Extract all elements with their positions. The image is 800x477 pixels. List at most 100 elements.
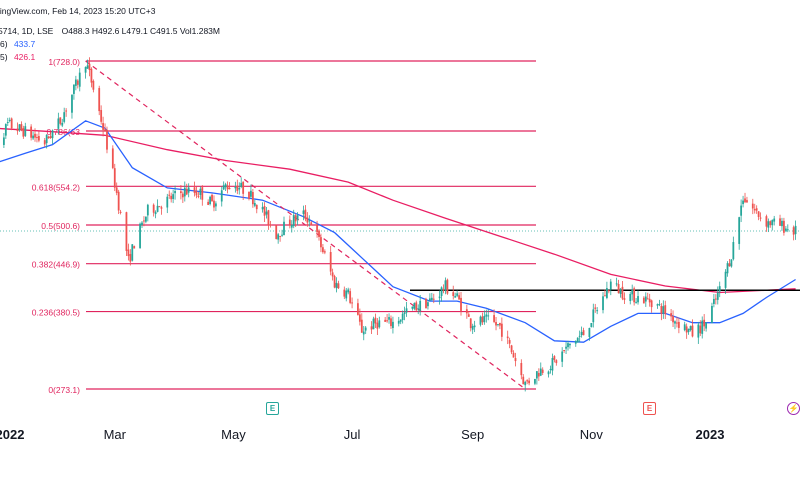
candle-body: [794, 225, 797, 235]
candle-body: [294, 215, 297, 222]
candle: [602, 292, 604, 314]
candle-body: [388, 317, 390, 320]
candle: [220, 186, 223, 207]
candle-body: [569, 343, 571, 346]
candle: [308, 215, 311, 227]
candle-body: [565, 346, 567, 349]
candle-body: [524, 381, 527, 386]
candle-body: [111, 148, 114, 168]
candle: [771, 219, 774, 231]
header-line-1: lingView.com, Feb 14, 2023 15:20 UTC+3: [0, 6, 155, 16]
candle-body: [10, 118, 13, 129]
candle-body: [465, 309, 468, 314]
candle: [302, 205, 305, 221]
candle-body: [139, 223, 141, 249]
candle-body: [759, 217, 762, 219]
candle-body: [452, 292, 455, 297]
candle-body: [683, 324, 686, 331]
candle: [226, 181, 229, 194]
candle-body: [222, 185, 225, 190]
fib-label-0.382: 0.382(446.9): [32, 260, 80, 270]
candle: [125, 211, 128, 256]
candle: [253, 199, 256, 208]
candle: [786, 224, 789, 233]
ma-fast-legend[interactable]: 6) 433.7: [0, 39, 35, 49]
candle: [370, 321, 373, 334]
candle: [574, 340, 577, 347]
candle-body: [73, 84, 75, 94]
candle-body: [417, 308, 420, 310]
fib-label-0.5: 0.5(500.6): [41, 221, 80, 231]
candle: [500, 317, 503, 342]
candle-body: [471, 326, 474, 330]
candle: [294, 213, 297, 228]
candle-body: [187, 187, 190, 193]
downtrend-dashed-line: [85, 60, 526, 390]
candle-body: [481, 316, 484, 323]
candle-body: [656, 304, 659, 306]
candle: [331, 268, 334, 281]
candle-body: [650, 300, 653, 308]
earnings-marker-green[interactable]: E: [266, 402, 279, 415]
candle-body: [185, 188, 188, 195]
split-marker-purple[interactable]: ⚡: [787, 402, 800, 415]
earnings-marker-red[interactable]: E: [643, 402, 656, 415]
candle-body: [76, 80, 79, 85]
candle-body: [784, 228, 787, 231]
candle-body: [514, 358, 517, 362]
candle-body: [619, 288, 622, 294]
candle-body: [738, 217, 741, 244]
candle: [569, 343, 571, 349]
candle: [419, 294, 422, 316]
ma-slow-value: 426.1: [13, 52, 36, 62]
candle-body: [265, 211, 268, 215]
ma-slow-legend[interactable]: 5) 426.1: [0, 52, 35, 62]
candle: [113, 163, 116, 192]
candle-body: [215, 203, 217, 207]
candle-body: [170, 195, 173, 200]
candle-body: [672, 316, 674, 323]
candle: [619, 288, 622, 298]
candle: [248, 191, 250, 201]
candle: [781, 217, 783, 231]
candle: [642, 296, 645, 304]
candle-body: [547, 371, 550, 375]
candle: [392, 316, 394, 334]
candle-body: [403, 312, 406, 315]
candle-body: [771, 220, 774, 226]
candle: [539, 362, 542, 377]
candle-body: [631, 289, 634, 295]
candle: [646, 292, 649, 300]
candle: [374, 313, 377, 328]
candle-body: [701, 320, 704, 334]
candle: [76, 79, 79, 89]
candle: [36, 133, 38, 143]
candle-body: [425, 298, 427, 309]
candle-body: [213, 200, 215, 208]
candle-body: [413, 303, 416, 309]
candle: [596, 307, 599, 315]
candle: [565, 341, 567, 355]
candle: [349, 288, 352, 305]
candle: [670, 308, 672, 321]
candle-body: [302, 210, 305, 214]
candle-body: [415, 302, 418, 311]
candle: [63, 107, 66, 124]
candle-body: [660, 305, 663, 315]
candle-body: [207, 201, 210, 205]
candle: [703, 314, 706, 332]
candle-body: [16, 128, 19, 132]
candle: [304, 205, 307, 222]
candle-body: [226, 185, 229, 190]
candle: [438, 290, 441, 305]
candle-body: [792, 227, 795, 235]
candle: [427, 300, 429, 310]
candle: [111, 145, 114, 170]
candle: [716, 286, 719, 305]
candle: [263, 202, 266, 222]
candle-body: [744, 198, 746, 203]
candle-body: [152, 204, 155, 213]
ma-fast-value: 433.7: [13, 39, 36, 49]
candle-body: [51, 130, 54, 139]
